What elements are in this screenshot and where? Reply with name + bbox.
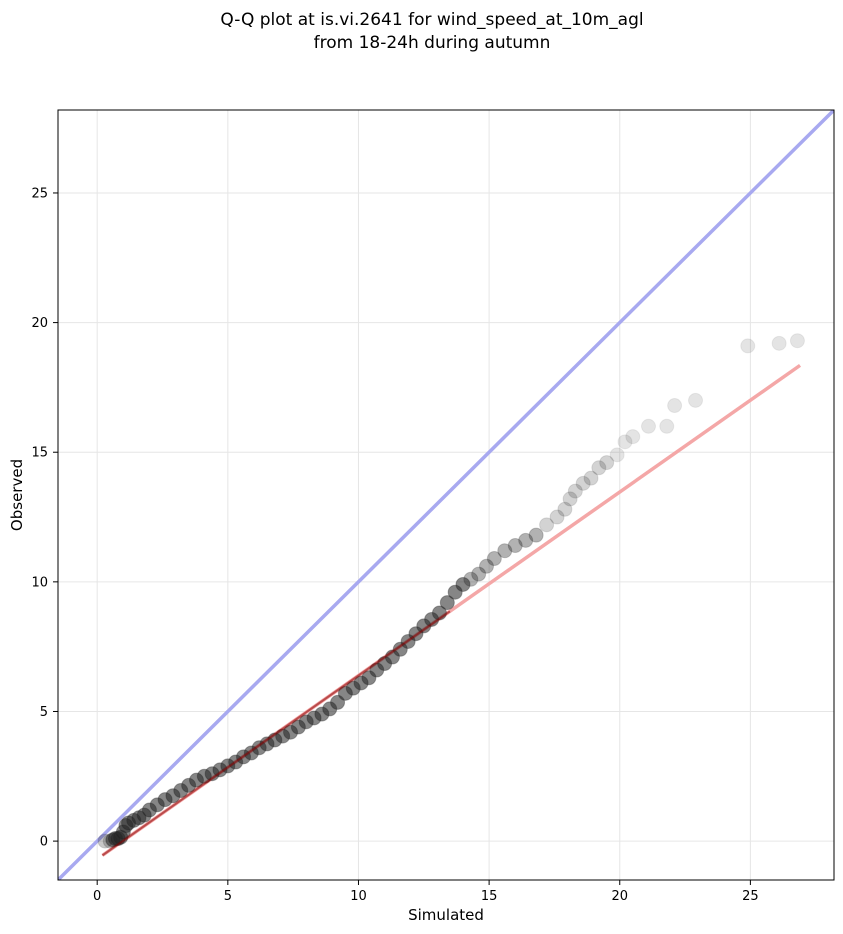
- quantile-point: [507, 538, 523, 554]
- y-axis-label: Observed: [8, 459, 26, 531]
- quantile-point: [625, 429, 641, 445]
- quantile-point: [667, 398, 683, 414]
- quantile-point: [771, 335, 787, 351]
- y-tick-label: 10: [31, 575, 48, 590]
- quantile-point: [583, 470, 599, 486]
- quantile-point: [575, 475, 591, 491]
- quantile-point: [539, 517, 555, 533]
- quantile-point: [549, 509, 565, 525]
- plot-area: [58, 110, 834, 880]
- quantile-point: [789, 333, 805, 349]
- chart-title-line-1: Q-Q plot at is.vi.2641 for wind_speed_at…: [220, 10, 643, 30]
- x-tick-label: 0: [93, 889, 101, 904]
- plot-frame: [57, 109, 835, 881]
- quantile-point: [439, 595, 455, 611]
- quantile-point: [640, 418, 656, 434]
- x-axis: 0 5 10 15 20 25: [93, 880, 759, 904]
- x-tick-label: 10: [350, 889, 367, 904]
- y-tick-label: 0: [40, 835, 48, 850]
- quantile-point: [617, 434, 633, 450]
- quantile-point: [557, 501, 573, 517]
- fit-line-overlay: [101, 610, 451, 857]
- quantile-point: [659, 418, 675, 434]
- quantile-point: [518, 532, 534, 548]
- quantile-point: [688, 392, 704, 408]
- y-tick-label: 20: [31, 316, 48, 331]
- quantile-point: [609, 447, 625, 463]
- quantile-point: [463, 571, 479, 587]
- quantile-point: [740, 338, 756, 354]
- x-tick-label: 5: [224, 889, 232, 904]
- y-tick-label: 25: [31, 186, 48, 201]
- quantile-point: [567, 483, 583, 499]
- x-axis-label: Simulated: [408, 906, 484, 924]
- y-axis: 0 5 10 15 20 25: [31, 186, 58, 850]
- grid-lines: [58, 110, 834, 880]
- quantile-point: [591, 460, 607, 476]
- quantile-point: [528, 527, 544, 543]
- quantile-point: [562, 491, 578, 507]
- quantile-point: [455, 576, 471, 592]
- quantile-point: [486, 551, 502, 567]
- quantile-point: [599, 455, 615, 471]
- quantile-point: [330, 694, 346, 710]
- quantile-point: [478, 558, 494, 574]
- y-tick-label: 15: [31, 446, 48, 461]
- x-tick-label: 20: [611, 889, 628, 904]
- quantile-point: [471, 566, 487, 582]
- quantile-point: [497, 543, 513, 559]
- y-tick-label: 5: [40, 705, 48, 720]
- identity-line: [58, 110, 834, 880]
- x-tick-label: 25: [742, 889, 759, 904]
- chart-title-line-2: from 18-24h during autumn: [314, 33, 551, 53]
- x-tick-label: 15: [481, 889, 498, 904]
